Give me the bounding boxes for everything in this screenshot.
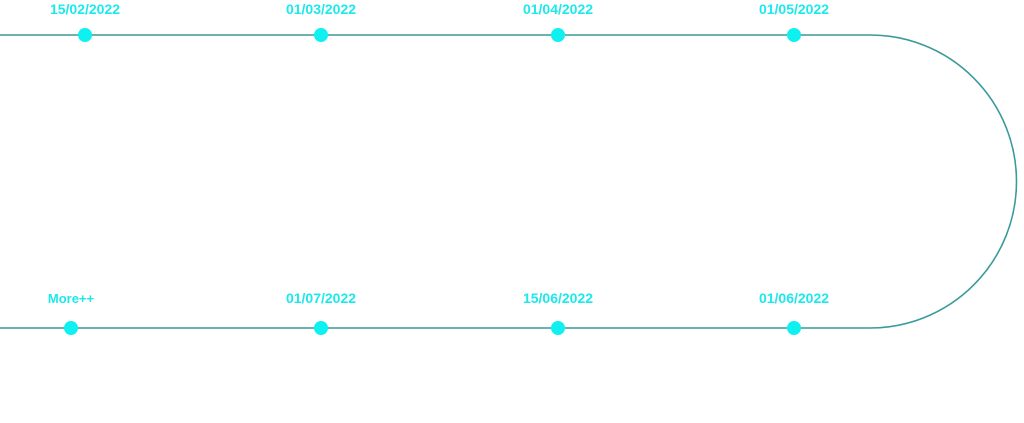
milestone-top-4[interactable]: 01/05/2022 — [759, 1, 829, 42]
timeline-track — [0, 34, 1018, 329]
milestone-date-label: 01/04/2022 — [523, 1, 593, 17]
more-link-label[interactable]: More++ — [48, 291, 95, 306]
milestone-node[interactable] — [551, 321, 565, 335]
milestone-bottom-2[interactable]: 01/07/2022 — [286, 290, 356, 335]
milestone-node[interactable] — [78, 28, 92, 42]
milestone-date-label: 15/02/2022 — [50, 1, 120, 17]
milestone-date-label: 01/05/2022 — [759, 1, 829, 17]
milestone-bottom-more[interactable]: More++ — [48, 291, 95, 335]
milestone-date-label: 01/06/2022 — [759, 290, 829, 306]
milestone-top-1[interactable]: 15/02/2022 — [50, 1, 120, 42]
milestone-top-3[interactable]: 01/04/2022 — [523, 1, 593, 42]
milestone-top-2[interactable]: 01/03/2022 — [286, 1, 356, 42]
milestone-date-label: 01/07/2022 — [286, 290, 356, 306]
milestone-node[interactable] — [787, 321, 801, 335]
milestone-node[interactable] — [314, 28, 328, 42]
milestone-bottom-4[interactable]: 01/06/2022 — [759, 290, 829, 335]
milestone-node[interactable] — [787, 28, 801, 42]
milestone-date-label: 15/06/2022 — [523, 290, 593, 306]
milestone-bottom-3[interactable]: 15/06/2022 — [523, 290, 593, 335]
milestone-node[interactable] — [551, 28, 565, 42]
milestone-date-label: 01/03/2022 — [286, 1, 356, 17]
milestone-node[interactable] — [314, 321, 328, 335]
milestone-node[interactable] — [64, 321, 78, 335]
